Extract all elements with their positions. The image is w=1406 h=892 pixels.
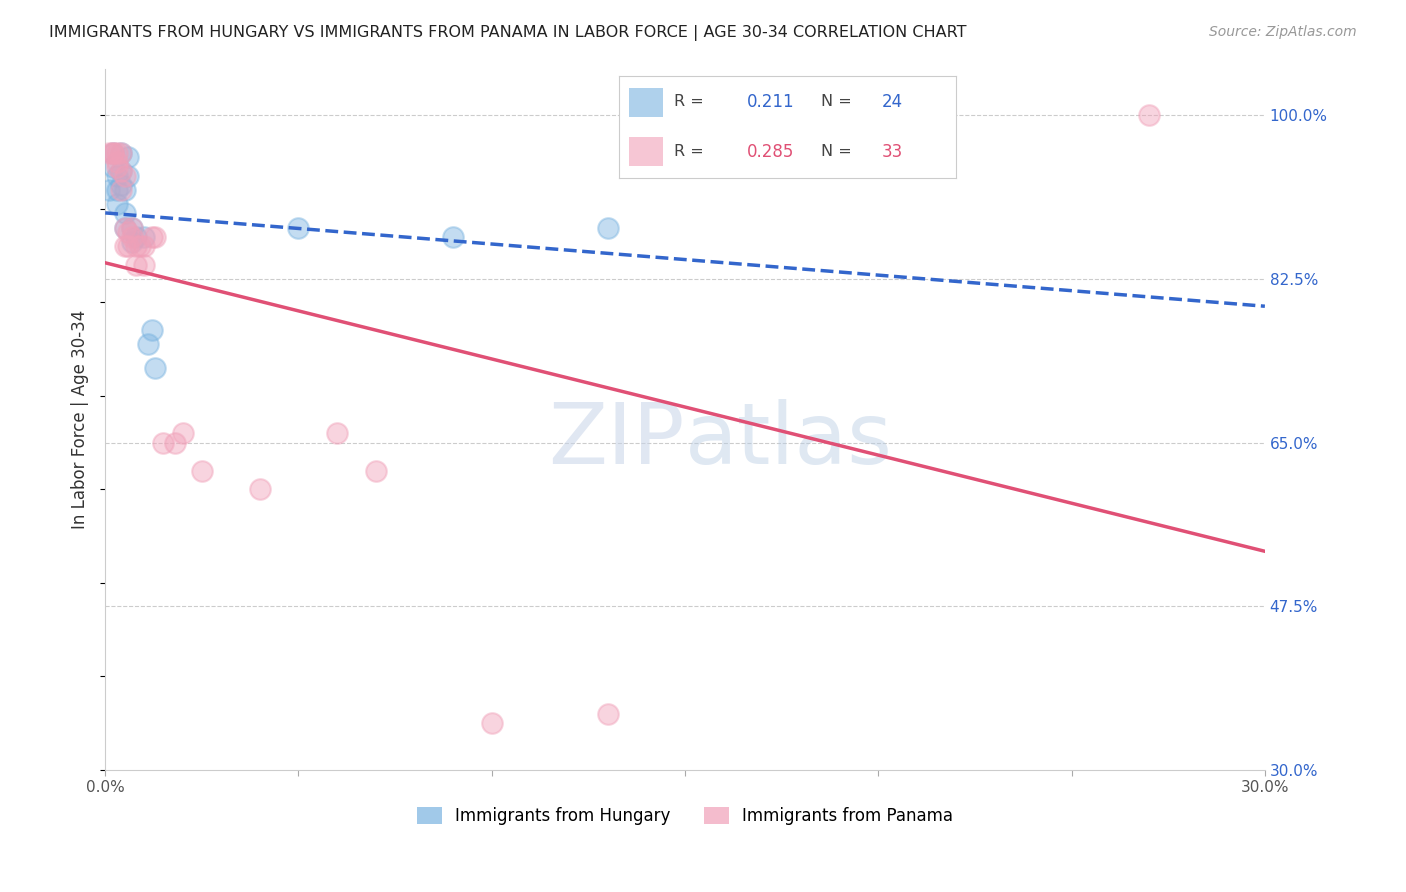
Point: [132, 258, 155, 272]
Text: ZIP: ZIP: [548, 399, 685, 482]
Point: [145, 360, 167, 375]
Text: N =: N =: [821, 145, 858, 160]
Point: [1137, 108, 1160, 122]
Point: [114, 169, 136, 183]
Text: R =: R =: [675, 95, 709, 110]
Point: [364, 464, 387, 478]
Point: [110, 183, 132, 197]
Text: 24: 24: [882, 93, 903, 111]
Point: [114, 206, 136, 220]
Point: [596, 220, 619, 235]
Point: [172, 426, 194, 441]
Point: [105, 155, 128, 169]
Point: [105, 160, 128, 174]
Text: Source: ZipAtlas.com: Source: ZipAtlas.com: [1209, 25, 1357, 39]
Point: [121, 230, 143, 244]
Point: [441, 230, 464, 244]
Point: [98, 183, 121, 197]
Text: IMMIGRANTS FROM HUNGARY VS IMMIGRANTS FROM PANAMA IN LABOR FORCE | AGE 30-34 COR: IMMIGRANTS FROM HUNGARY VS IMMIGRANTS FR…: [49, 25, 967, 41]
Point: [121, 235, 143, 249]
Text: N =: N =: [821, 95, 858, 110]
Text: atlas: atlas: [685, 399, 893, 482]
Point: [105, 197, 128, 211]
Point: [110, 178, 132, 193]
Point: [145, 230, 167, 244]
Point: [101, 145, 124, 160]
Bar: [628, 88, 662, 117]
Point: [125, 239, 148, 253]
Point: [125, 258, 148, 272]
Point: [287, 220, 309, 235]
Point: [481, 716, 503, 731]
Point: [163, 435, 186, 450]
Bar: [628, 137, 662, 166]
Point: [249, 483, 271, 497]
Point: [105, 145, 128, 160]
Text: 33: 33: [882, 143, 903, 161]
Point: [114, 220, 136, 235]
Point: [110, 164, 132, 178]
Point: [141, 323, 163, 337]
Point: [191, 464, 214, 478]
Point: [129, 239, 152, 253]
Point: [141, 230, 163, 244]
Text: 0.211: 0.211: [747, 93, 794, 111]
Point: [326, 426, 349, 441]
Point: [117, 239, 139, 253]
Point: [114, 183, 136, 197]
Point: [132, 230, 155, 244]
Point: [121, 220, 143, 235]
Point: [125, 230, 148, 244]
Point: [114, 220, 136, 235]
Point: [101, 160, 124, 174]
Point: [114, 239, 136, 253]
Legend: Immigrants from Hungary, Immigrants from Panama: Immigrants from Hungary, Immigrants from…: [416, 806, 953, 825]
Point: [105, 169, 128, 183]
Text: 0.285: 0.285: [747, 143, 794, 161]
Point: [101, 145, 124, 160]
Point: [98, 145, 121, 160]
Point: [110, 145, 132, 160]
Point: [136, 337, 159, 351]
Point: [105, 183, 128, 197]
Point: [596, 706, 619, 721]
Y-axis label: In Labor Force | Age 30-34: In Labor Force | Age 30-34: [72, 310, 89, 529]
Point: [110, 145, 132, 160]
Point: [110, 164, 132, 178]
Point: [152, 435, 174, 450]
Text: R =: R =: [675, 145, 709, 160]
Point: [132, 239, 155, 253]
Point: [121, 220, 143, 235]
Point: [117, 150, 139, 164]
Point: [117, 169, 139, 183]
Point: [117, 225, 139, 239]
Point: [101, 145, 124, 160]
